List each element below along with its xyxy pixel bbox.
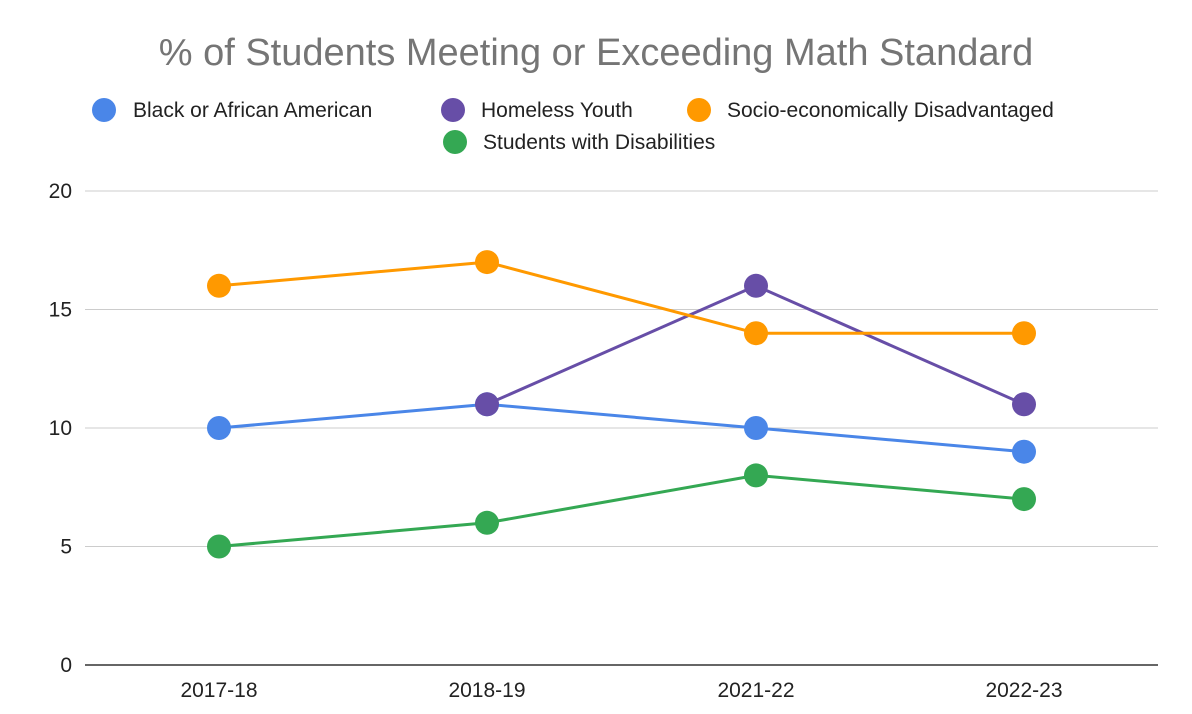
y-tick-label: 0	[60, 654, 72, 677]
data-point	[207, 534, 231, 559]
data-point	[744, 463, 768, 488]
data-point	[1012, 439, 1036, 464]
data-point	[744, 321, 768, 346]
legend-label: Black or African American	[133, 99, 372, 122]
series-line	[218, 473, 1025, 548]
x-tick-label: 2017-18	[180, 679, 257, 702]
data-point	[207, 416, 231, 440]
legend-marker	[441, 98, 465, 122]
data-point	[207, 273, 231, 298]
axes: 0 5 10 15 20 2017-18 2018-19 2021-22 2022-23	[49, 180, 1158, 702]
legend: Black or African American Homeless Youth S…	[92, 98, 1054, 154]
series-layer	[207, 250, 1036, 559]
legend-item: Students with Disabilities	[443, 130, 715, 154]
gridlines	[85, 190, 1158, 547]
data-point	[475, 510, 499, 535]
legend-label: Students with Disabilities	[483, 131, 715, 154]
series-line	[218, 402, 1025, 454]
x-tick-label: 2021-22	[717, 679, 794, 702]
legend-marker	[92, 98, 116, 122]
y-tick-label: 10	[49, 417, 72, 440]
x-tick-label: 2022-23	[985, 679, 1062, 702]
y-tick-label: 20	[49, 180, 72, 203]
legend-item: Socio-economically Disadvantaged	[687, 98, 1054, 122]
data-point	[1012, 392, 1036, 417]
chart-title: % of Students Meeting or Exceeding Math …	[159, 32, 1034, 74]
legend-marker	[687, 98, 711, 122]
series-line	[218, 260, 1024, 335]
data-point	[475, 250, 499, 275]
x-tick-label: 2018-19	[448, 679, 525, 702]
data-point	[1012, 321, 1036, 346]
legend-label: Socio-economically Disadvantaged	[727, 99, 1054, 122]
data-point	[744, 416, 768, 440]
data-point	[744, 273, 768, 298]
data-point	[1012, 487, 1036, 512]
y-tick-label: 15	[49, 299, 72, 322]
series-1	[475, 273, 1036, 417]
legend-item: Homeless Youth	[441, 98, 633, 122]
legend-item: Black or African American	[92, 98, 372, 122]
series-2	[207, 250, 1036, 346]
legend-marker	[443, 130, 467, 154]
legend-label: Homeless Youth	[481, 99, 633, 122]
data-point	[475, 392, 499, 417]
y-tick-label: 5	[60, 536, 72, 559]
series-3	[207, 463, 1036, 559]
